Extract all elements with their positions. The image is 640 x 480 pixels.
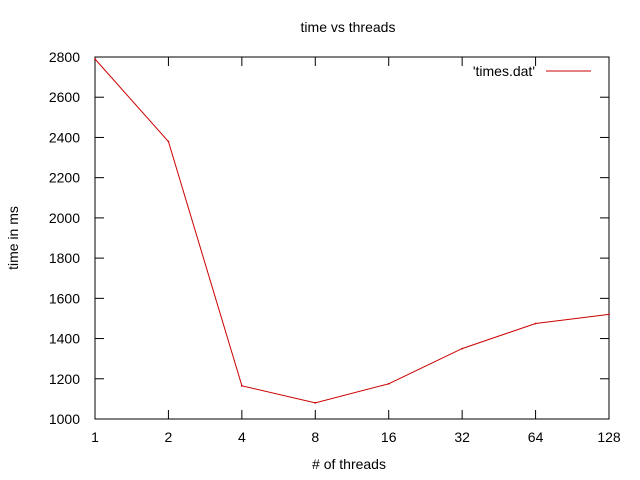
- y-tick-label: 2000: [49, 210, 80, 226]
- x-tick-label: 4: [238, 429, 246, 445]
- legend-label: 'times.dat': [473, 63, 535, 79]
- series-layer: [94, 58, 610, 404]
- y-tick-label: 1400: [49, 331, 80, 347]
- data-point: [534, 322, 537, 325]
- x-tick-label: 128: [597, 429, 621, 445]
- data-point: [314, 402, 317, 404]
- data-point: [608, 313, 610, 316]
- x-tick-label: 16: [381, 429, 397, 445]
- y-tick-label: 2800: [49, 49, 80, 65]
- y-tick-label: 2400: [49, 129, 80, 145]
- y-tick-label: 2600: [49, 89, 80, 105]
- data-point: [167, 140, 170, 143]
- series-line-0: [94, 58, 610, 404]
- y-axis-label: time in ms: [5, 206, 21, 270]
- x-tick-label: 8: [311, 429, 319, 445]
- x-tick-label: 64: [528, 429, 544, 445]
- x-tick-label: 32: [454, 429, 470, 445]
- x-tick-label: 2: [165, 429, 173, 445]
- data-point: [240, 384, 243, 387]
- y-tick-label: 2200: [49, 170, 80, 186]
- y-tick-label: 1800: [49, 250, 80, 266]
- x-axis-label: # of threads: [312, 456, 386, 472]
- data-point: [461, 347, 464, 350]
- plot-frame: [94, 56, 610, 420]
- y-tick-label: 1600: [49, 290, 80, 306]
- data-point: [387, 382, 390, 385]
- y-tick-label: 1000: [49, 411, 80, 427]
- y-tick-label: 1200: [49, 371, 80, 387]
- axis-ticks: 1000 1200 1400 1600 1800 2000 2200 2400 2600 2800…: [49, 49, 621, 445]
- legend: 'times.dat': [473, 63, 591, 79]
- data-point: [94, 58, 96, 60]
- chart-title: time vs threads: [301, 19, 396, 35]
- x-tick-label: 1: [91, 429, 99, 445]
